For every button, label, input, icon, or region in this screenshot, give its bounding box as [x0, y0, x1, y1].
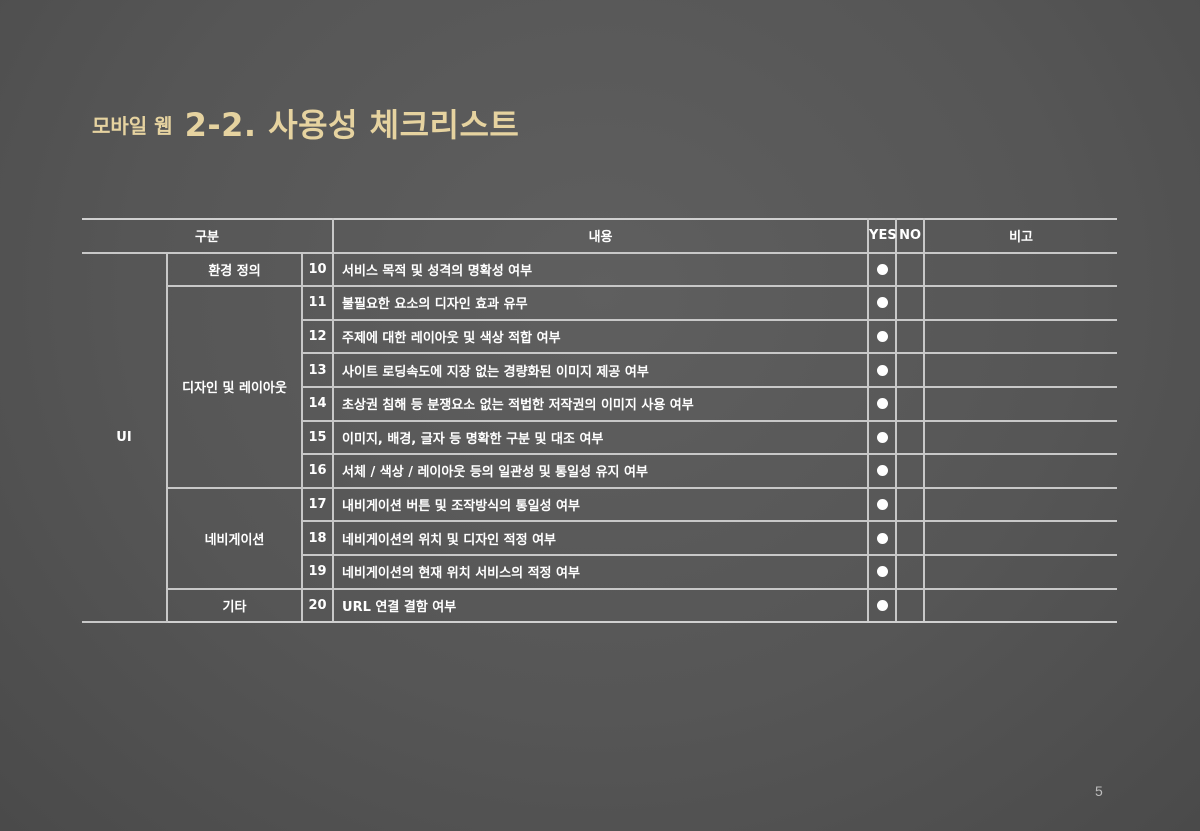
row-content: 초상권 침해 등 분쟁요소 없는 적법한 저작권의 이미지 사용 여부 — [332, 385, 870, 422]
row-content: 네비게이션의 현재 위치 서비스의 적정 여부 — [332, 553, 870, 590]
row-number: 20 — [300, 587, 335, 624]
note-cell — [923, 251, 1118, 288]
row-content: 불필요한 요소의 디자인 효과 유무 — [332, 285, 870, 321]
row-content: 내비게이션 버튼 및 조작방식의 통일성 여부 — [332, 486, 870, 523]
note-cell — [923, 385, 1118, 422]
category-navigation: 네비게이션 — [166, 486, 303, 590]
table-row: UI 환경 정의 10 서비스 목적 및 성격의 명확성 여부 — [82, 251, 1118, 624]
yes-cell — [867, 352, 898, 388]
check-dot-icon — [876, 398, 888, 410]
row-number: 11 — [300, 285, 335, 321]
table-row: 19 네비게이션의 현재 위치 서비스의 적정 여부 — [82, 553, 1118, 590]
table-row: 15 이미지, 배경, 글자 등 명확한 구분 및 대조 여부 — [82, 419, 1118, 456]
row-content: 사이트 로딩속도에 지장 없는 경량화된 이미지 제공 여부 — [332, 352, 870, 388]
check-dot-icon — [876, 297, 888, 309]
row-content: URL 연결 결함 여부 — [332, 587, 870, 624]
note-cell — [923, 520, 1118, 556]
yes-cell — [867, 453, 898, 489]
yes-cell — [867, 587, 898, 624]
yes-cell — [867, 385, 898, 422]
row-content: 이미지, 배경, 글자 등 명확한 구분 및 대조 여부 — [332, 419, 870, 456]
no-cell — [895, 520, 926, 556]
check-dot-icon — [876, 499, 888, 511]
no-cell — [895, 251, 926, 288]
check-dot-icon — [876, 431, 888, 443]
category-etc: 기타 — [166, 587, 303, 624]
yes-cell — [867, 251, 898, 288]
yes-cell — [867, 486, 898, 523]
header-content: 내용 — [332, 218, 870, 254]
check-dot-icon — [876, 532, 888, 544]
check-dot-icon — [876, 566, 888, 578]
row-number: 16 — [300, 453, 335, 489]
note-cell — [923, 318, 1118, 355]
note-cell — [923, 352, 1118, 388]
check-dot-icon — [876, 465, 888, 477]
table-row: 14 초상권 침해 등 분쟁요소 없는 적법한 저작권의 이미지 사용 여부 — [82, 385, 1118, 422]
check-dot-icon — [876, 263, 888, 275]
row-content: 주제에 대한 레이아웃 및 색상 적합 여부 — [332, 318, 870, 355]
table-row: 디자인 및 레이아웃 11 불필요한 요소의 디자인 효과 유무 — [82, 285, 1118, 489]
note-cell — [923, 285, 1118, 321]
no-cell — [895, 419, 926, 456]
row-number: 10 — [300, 251, 335, 288]
table-row: 18 네비게이션의 위치 및 디자인 적정 여부 — [82, 520, 1118, 556]
table-row: 기타 20 URL 연결 결함 여부 — [82, 587, 1118, 624]
category-environment: 환경 정의 — [166, 251, 303, 288]
table-row: 네비게이션 17 내비게이션 버튼 및 조작방식의 통일성 여부 — [82, 486, 1118, 590]
row-number: 15 — [300, 419, 335, 456]
no-cell — [895, 385, 926, 422]
no-cell — [895, 486, 926, 523]
no-cell — [895, 285, 926, 321]
header-row: 구분 내용 YES NO 비고 — [82, 218, 1118, 254]
note-cell — [923, 453, 1118, 489]
table-row: 12 주제에 대한 레이아웃 및 색상 적합 여부 — [82, 318, 1118, 355]
check-dot-icon — [876, 331, 888, 343]
check-dot-icon — [876, 364, 888, 376]
check-dot-icon — [876, 599, 888, 611]
note-cell — [923, 486, 1118, 523]
row-number: 19 — [300, 553, 335, 590]
row-content: 서체 / 색상 / 레이아웃 등의 일관성 및 통일성 유지 여부 — [332, 453, 870, 489]
usability-checklist-table: 구분 내용 YES NO 비고 UI 환경 정의 10 서비스 목적 및 성격의… — [82, 218, 1118, 624]
row-number: 13 — [300, 352, 335, 388]
yes-cell — [867, 520, 898, 556]
category-design-layout: 디자인 및 레이아웃 — [166, 285, 303, 489]
yes-cell — [867, 318, 898, 355]
title-main: 2-2. 사용성 체크리스트 — [184, 106, 520, 144]
no-cell — [895, 453, 926, 489]
row-content: 서비스 목적 및 성격의 명확성 여부 — [332, 251, 870, 288]
note-cell — [923, 419, 1118, 456]
table-row: 16 서체 / 색상 / 레이아웃 등의 일관성 및 통일성 유지 여부 — [82, 453, 1118, 489]
no-cell — [895, 587, 926, 624]
header-category: 구분 — [82, 218, 335, 254]
table-row: 13 사이트 로딩속도에 지장 없는 경량화된 이미지 제공 여부 — [82, 352, 1118, 388]
header-no: NO — [895, 218, 926, 254]
row-content: 네비게이션의 위치 및 디자인 적정 여부 — [332, 520, 870, 556]
row-number: 12 — [300, 318, 335, 355]
note-cell — [923, 587, 1118, 624]
yes-cell — [867, 285, 898, 321]
row-number: 14 — [300, 385, 335, 422]
no-cell — [895, 553, 926, 590]
row-number: 18 — [300, 520, 335, 556]
page-number: 5 — [1095, 783, 1103, 799]
note-cell — [923, 553, 1118, 590]
row-number: 17 — [300, 486, 335, 523]
yes-cell — [867, 419, 898, 456]
title-subtitle: 모바일 웹 — [92, 114, 173, 138]
header-note: 비고 — [923, 218, 1118, 254]
header-yes: YES — [867, 218, 898, 254]
page-title: 모바일 웹 2-2. 사용성 체크리스트 — [92, 100, 519, 146]
category-ui: UI — [82, 251, 168, 624]
yes-cell — [867, 553, 898, 590]
no-cell — [895, 352, 926, 388]
no-cell — [895, 318, 926, 355]
